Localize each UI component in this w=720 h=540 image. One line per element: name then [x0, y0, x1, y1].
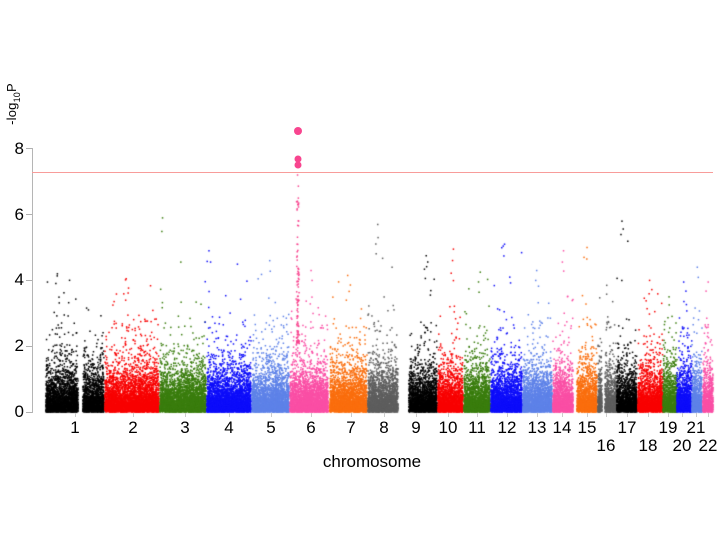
- x-tick-chr-5: [271, 413, 272, 417]
- chr-label-22: 22: [698, 436, 718, 455]
- x-tick-chr-10: [448, 413, 449, 417]
- x-tick-chr-13: [537, 413, 538, 417]
- y-axis-title: -log10P: [4, 83, 22, 125]
- chr-label-1: 1: [70, 418, 80, 437]
- x-tick-chr-2: [133, 413, 134, 417]
- x-tick-chr-14: [562, 413, 563, 417]
- x-tick-chr-1: [75, 413, 76, 417]
- chr-label-14: 14: [552, 418, 572, 437]
- x-tick-chr-19: [668, 413, 669, 417]
- x-axis-title: chromosome: [322, 452, 422, 471]
- chr-label-7: 7: [346, 418, 356, 437]
- chr-label-11: 11: [468, 418, 486, 437]
- x-tick-chr-17: [627, 413, 628, 417]
- y-tick-label-2: 2: [14, 336, 24, 356]
- chr-label-18: 18: [638, 436, 658, 455]
- y-tick-2: [26, 345, 32, 347]
- chr-label-2: 2: [128, 418, 138, 437]
- x-tick-chr-20: [682, 413, 683, 417]
- chr-label-8: 8: [379, 418, 389, 437]
- x-tick-chr-4: [229, 413, 230, 417]
- significant-snp-dot-2: [294, 155, 302, 163]
- chr-label-12: 12: [497, 418, 517, 437]
- x-tick-chr-12: [507, 413, 508, 417]
- y-tick-label-6: 6: [14, 204, 24, 224]
- chr-label-19: 19: [658, 418, 678, 437]
- chr-label-6: 6: [306, 418, 316, 437]
- significant-snp-dot-3: [294, 161, 302, 169]
- x-tick-chr-7: [351, 413, 352, 417]
- chr-label-4: 4: [224, 418, 234, 437]
- y-axis-title-prefix: -log: [4, 102, 20, 125]
- x-tick-chr-16: [606, 413, 607, 417]
- x-tick-chr-11: [477, 413, 478, 417]
- chr-label-9: 9: [411, 418, 421, 437]
- y-tick-6: [26, 214, 32, 216]
- y-tick-0: [26, 411, 32, 413]
- chr-label-3: 3: [180, 418, 190, 437]
- chr-label-21: 21: [686, 418, 706, 437]
- chr-label-15: 15: [577, 418, 597, 437]
- x-tick-chr-21: [696, 413, 697, 417]
- x-tick-chr-22: [708, 413, 709, 417]
- x-tick-chr-6: [311, 413, 312, 417]
- x-tick-chr-3: [185, 413, 186, 417]
- y-tick-label-0: 0: [14, 402, 24, 421]
- x-tick-chr-15: [587, 413, 588, 417]
- y-axis-line: [32, 148, 33, 413]
- x-tick-chr-18: [648, 413, 649, 417]
- chr-label-20: 20: [672, 436, 692, 455]
- significant-snp-dot-1: [294, 126, 302, 135]
- x-tick-chr-9: [416, 413, 417, 417]
- x-tick-chr-8: [384, 413, 385, 417]
- y-tick-label-4: 4: [14, 270, 24, 290]
- chr-label-5: 5: [266, 418, 276, 437]
- chr-label-17: 17: [617, 418, 637, 437]
- y-axis-title-suffix: P: [4, 83, 20, 92]
- chr-label-13: 13: [527, 418, 547, 437]
- chr-label-10: 10: [438, 418, 458, 437]
- chr-label-16: 16: [596, 436, 616, 455]
- significance-threshold-line: [32, 172, 713, 173]
- y-tick-label-8: 8: [14, 138, 24, 158]
- y-tick-8: [26, 148, 32, 150]
- y-axis-title-subscript: 10: [11, 91, 22, 103]
- y-tick-4: [26, 279, 32, 281]
